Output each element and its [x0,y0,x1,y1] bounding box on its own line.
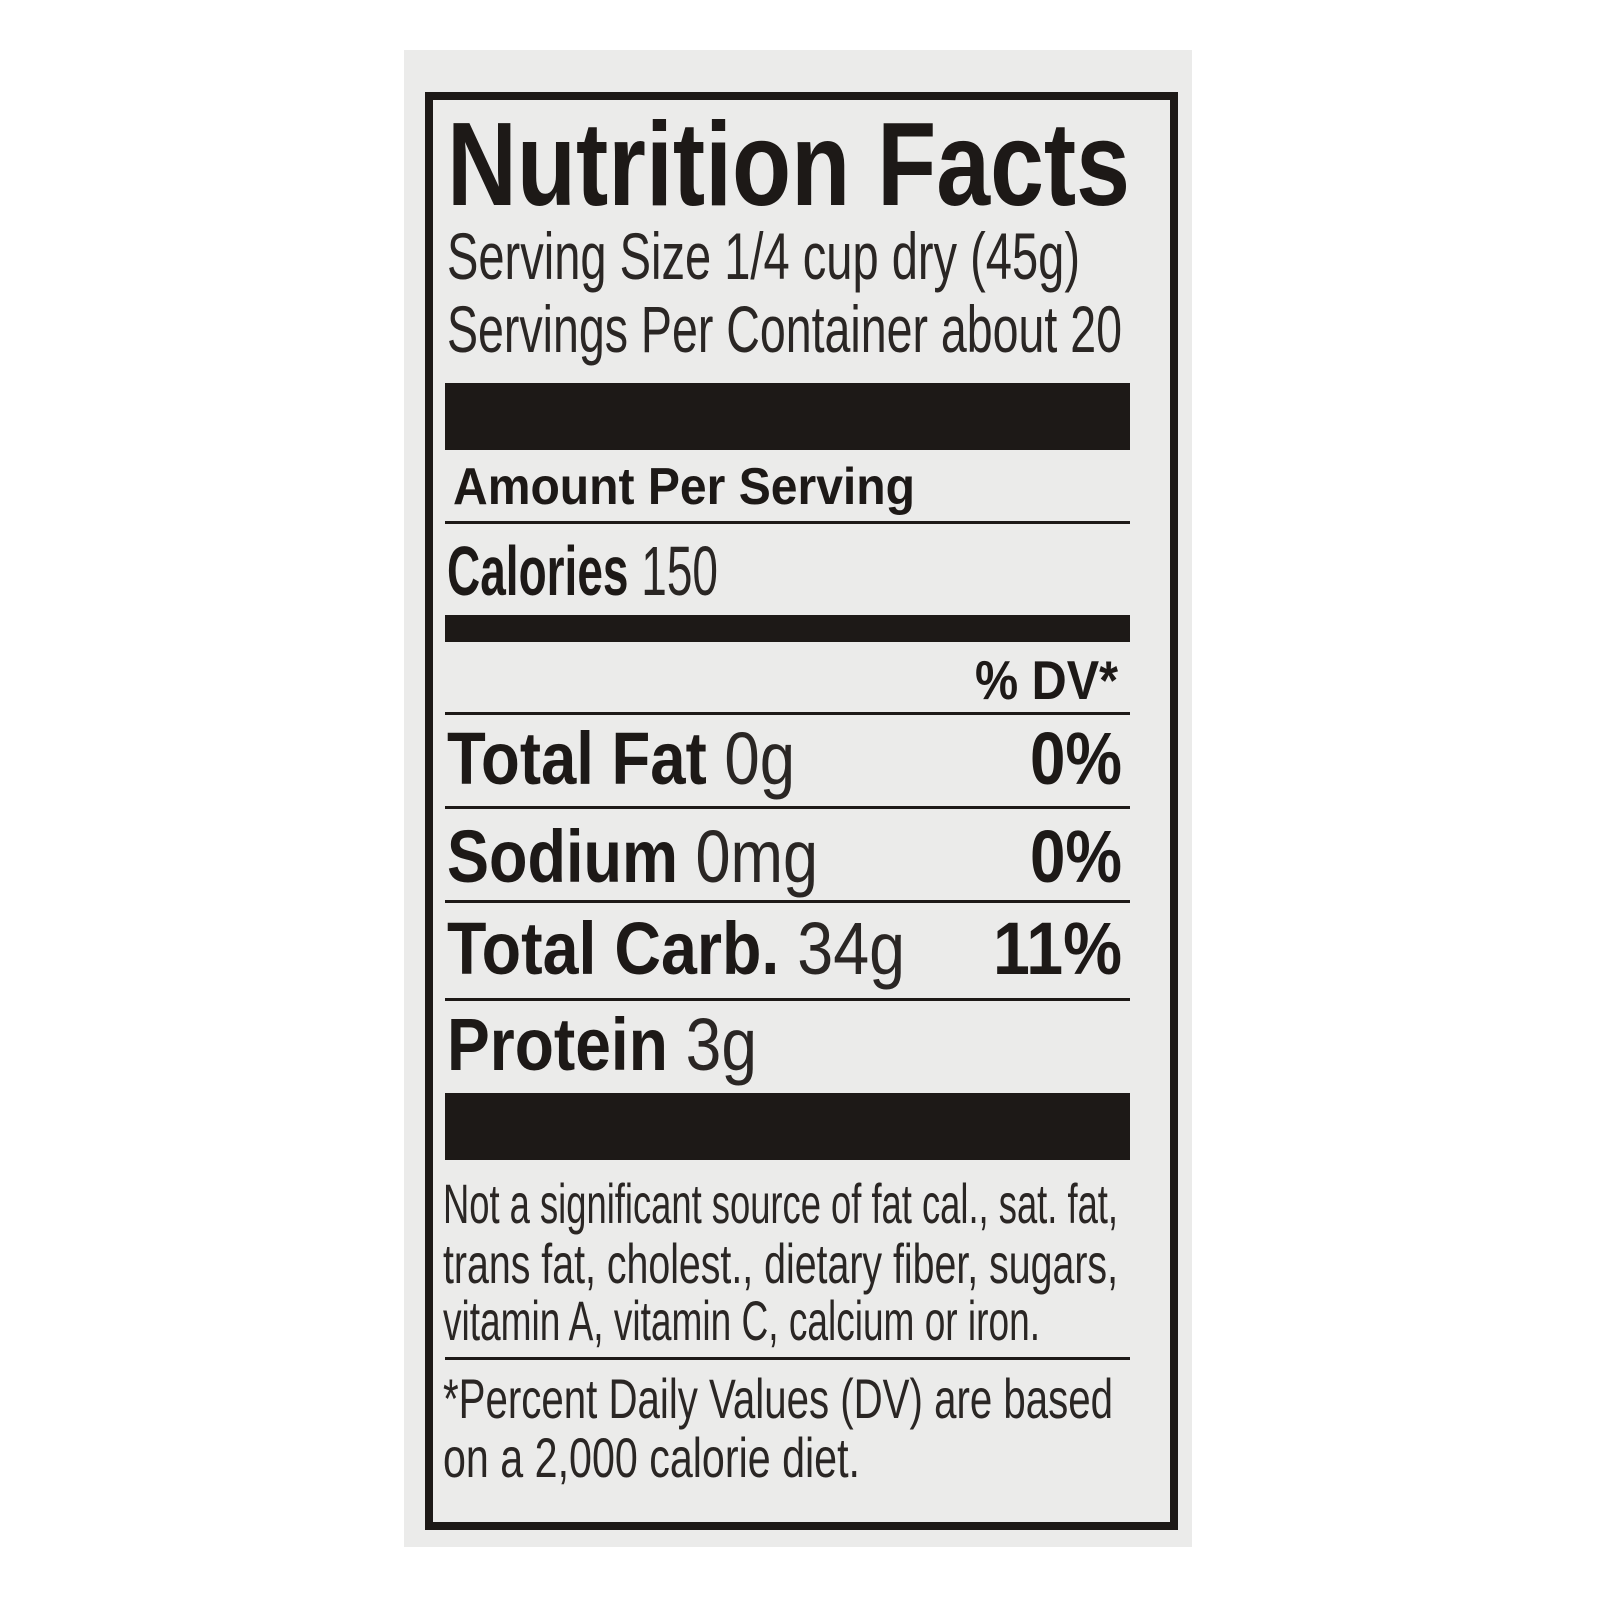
nutrient-amount: 0g [724,717,795,800]
label-border [425,92,1178,1530]
label-panel [404,50,1192,1547]
footnote-line: Not a significant source of fat cal., sa… [443,1172,1118,1235]
servings-per-container: Servings Per Container about 20 [447,292,1122,366]
thick-divider [445,383,1130,450]
nutrient-row-protein: Protein 3g [447,1008,757,1082]
amount-per-serving: Amount Per Serving [453,458,915,516]
nutrient-amount: 34g [797,907,905,990]
label-title: Nutrition Facts [447,98,1130,231]
nutrient-dv: 0% [1030,717,1122,800]
nutrient-amount: 3g [685,1003,757,1086]
calories-row: Calories 150 [447,536,718,606]
thin-divider [445,806,1130,809]
footnote-line: trans fat, cholest., dietary fiber, suga… [443,1232,1118,1295]
nutrient-name: Protein [447,1003,668,1086]
nutrient-row-sodium: Sodium 0mg [447,820,818,894]
calories-value: 150 [641,532,718,610]
nutrient-name: Sodium [447,815,678,898]
nutrient-row-total-carb: Total Carb. 34g [447,912,905,986]
dv-note-line: on a 2,000 calorie diet. [443,1426,860,1489]
footnote-line: vitamin A, vitamin C, calcium or iron. [443,1289,1040,1352]
nutrient-dv: 11% [993,907,1122,990]
nutrient-name: Total Fat [447,717,707,800]
thin-divider [445,521,1130,524]
nutrient-amount: 0mg [695,815,818,898]
dv-header: % DV* [975,649,1118,711]
nutrient-name: Total Carb. [447,907,780,990]
thin-divider [445,712,1130,715]
thin-divider [445,1357,1130,1360]
medium-divider [445,615,1130,642]
thin-divider [445,998,1130,1001]
serving-size: Serving Size 1/4 cup dry (45g) [447,219,1080,293]
calories-label: Calories [447,532,629,610]
thin-divider [445,900,1130,903]
dv-note-line: *Percent Daily Values (DV) are based [443,1367,1113,1430]
nutrient-dv: 0% [1030,815,1122,898]
nutrient-row-total-fat: Total Fat 0g [447,722,795,796]
thick-divider [445,1093,1130,1160]
